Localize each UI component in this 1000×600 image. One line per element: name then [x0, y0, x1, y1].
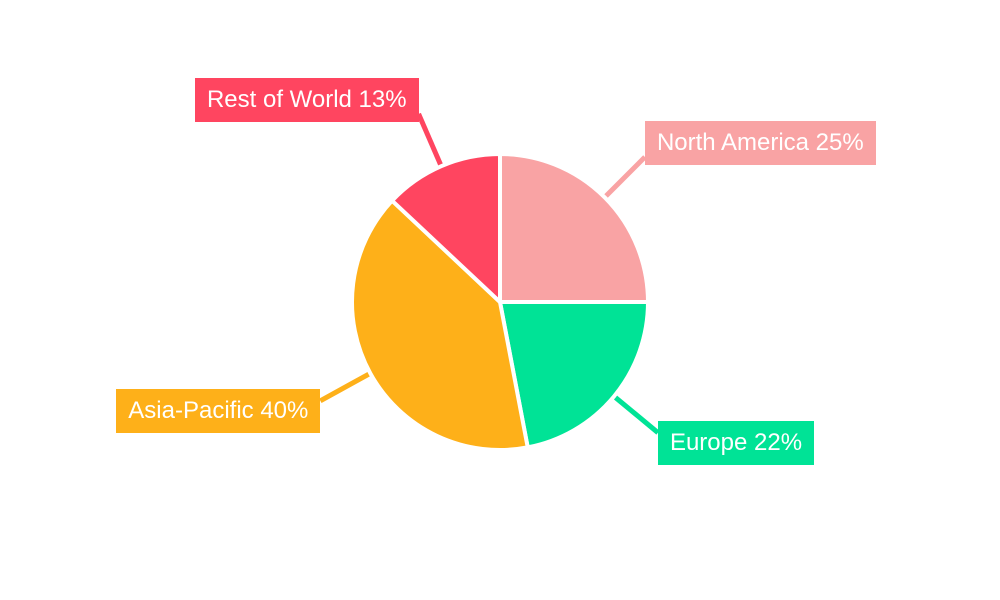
leader-line-north-america — [602, 155, 647, 200]
pie-slice-rest-of-world[interactable] — [390, 152, 502, 304]
leader-line-asia-pacific — [319, 371, 372, 403]
pie-label-europe: Europe 22% — [657, 420, 815, 465]
leader-line-europe — [612, 394, 660, 435]
pie-label-north-america: North America 25% — [644, 121, 876, 166]
pie-slice-europe[interactable] — [498, 300, 650, 450]
pie-label-asia-pacific: Asia-Pacific 40% — [116, 388, 321, 433]
pie-slice-asia-pacific[interactable] — [350, 198, 530, 452]
leader-line-rest-of-world — [416, 112, 444, 168]
pie-slice-north-america[interactable] — [498, 152, 650, 304]
pie-label-rest-of-world: Rest of World 13% — [194, 77, 419, 122]
